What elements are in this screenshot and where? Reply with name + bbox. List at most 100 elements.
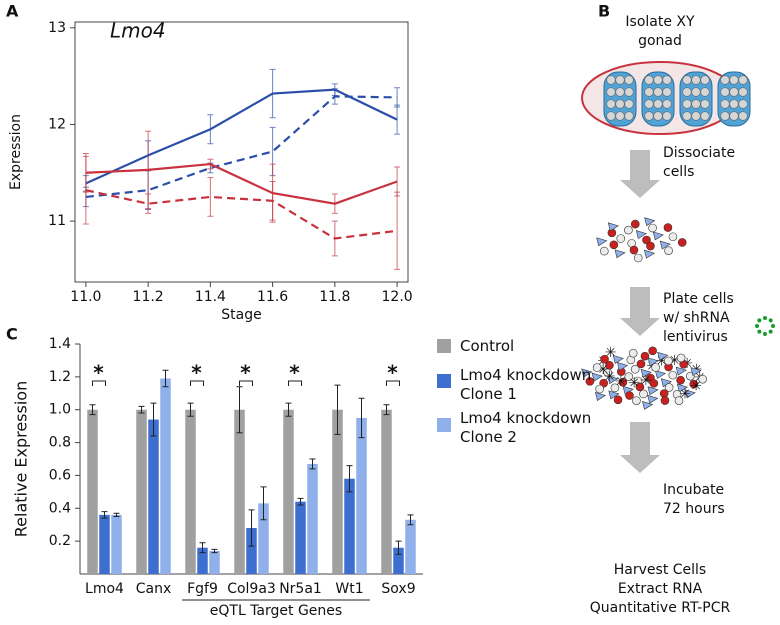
legend-label: Lmo4 knockdown Clone 2 bbox=[460, 409, 592, 446]
germ-cell bbox=[682, 111, 692, 121]
germ-cell bbox=[615, 87, 625, 97]
germ-cell bbox=[738, 87, 748, 97]
cell bbox=[632, 396, 641, 405]
cell bbox=[663, 223, 673, 232]
germ-cell bbox=[700, 75, 710, 85]
cell bbox=[635, 230, 647, 240]
legend-swatch bbox=[437, 374, 451, 388]
cell bbox=[608, 390, 620, 400]
legend-label: Control bbox=[460, 337, 515, 355]
virus: ✳ bbox=[679, 387, 691, 403]
germ-cell bbox=[615, 99, 625, 109]
cell bbox=[607, 375, 619, 385]
bar bbox=[136, 409, 147, 574]
error-bar bbox=[162, 369, 169, 388]
cell bbox=[643, 249, 656, 259]
cell bbox=[664, 383, 674, 392]
germ-cell bbox=[720, 87, 730, 97]
cell bbox=[674, 396, 684, 405]
cell bbox=[594, 392, 607, 401]
virus: ✳ bbox=[604, 369, 616, 385]
bar bbox=[246, 528, 257, 574]
panel-label: C bbox=[6, 325, 18, 344]
step-label: 72 hours bbox=[663, 501, 725, 517]
error-bar bbox=[145, 193, 152, 214]
step-label: Incubate bbox=[663, 482, 724, 498]
y-tick-label: 0.4 bbox=[49, 500, 71, 516]
bar bbox=[160, 378, 171, 574]
error-bar bbox=[260, 486, 267, 521]
cell bbox=[652, 231, 664, 241]
germ-cell bbox=[691, 75, 701, 85]
germ-cell bbox=[653, 75, 663, 85]
virus: ✳ bbox=[605, 345, 617, 361]
germ-cell bbox=[691, 99, 701, 109]
germ-cell bbox=[662, 99, 672, 109]
cell bbox=[649, 379, 659, 388]
germ-cell bbox=[644, 111, 654, 121]
cell bbox=[676, 375, 685, 385]
plot-frame bbox=[74, 21, 409, 283]
y-tick-label: 13 bbox=[48, 20, 66, 36]
germ-cell bbox=[644, 87, 654, 97]
annotation: Lmo4 bbox=[110, 19, 166, 43]
germ-cell bbox=[624, 111, 634, 121]
germ-cell bbox=[738, 111, 748, 121]
step-label: Dissociate bbox=[663, 145, 735, 161]
virus bbox=[757, 329, 762, 334]
bar bbox=[148, 419, 159, 574]
error-bar bbox=[309, 458, 316, 470]
legend-swatch bbox=[437, 418, 451, 432]
cell bbox=[676, 353, 686, 363]
bar bbox=[87, 409, 98, 574]
x-tick-label: Nr5a1 bbox=[279, 581, 322, 597]
germ-cell bbox=[738, 75, 748, 85]
x-tick-label: Sox9 bbox=[381, 581, 415, 597]
cell bbox=[616, 234, 626, 243]
y-axis-label: Relative Expression bbox=[12, 381, 31, 537]
germ-cell bbox=[729, 99, 739, 109]
significance-bracket bbox=[386, 380, 400, 386]
germ-cell bbox=[691, 111, 701, 121]
error-bar bbox=[199, 542, 206, 554]
series-line bbox=[85, 189, 398, 240]
significance-star: * bbox=[387, 361, 398, 385]
virus bbox=[768, 329, 773, 334]
cell bbox=[664, 246, 673, 255]
step-label: lentivirus bbox=[663, 329, 728, 345]
error-bar bbox=[383, 404, 390, 416]
error-bar bbox=[334, 384, 341, 435]
germ-cell bbox=[624, 75, 634, 85]
cell bbox=[642, 235, 651, 245]
significance-bracket bbox=[288, 380, 302, 386]
cell bbox=[647, 394, 659, 404]
significance-star: * bbox=[240, 361, 251, 385]
x-tick-label: Col9a3 bbox=[227, 581, 276, 597]
germ-cell bbox=[624, 99, 634, 109]
virus bbox=[771, 324, 775, 328]
series-line bbox=[85, 88, 398, 185]
cell bbox=[624, 225, 633, 235]
germ-cell bbox=[606, 111, 616, 121]
germ-cell bbox=[653, 111, 663, 121]
arrow bbox=[620, 150, 660, 198]
bar bbox=[405, 519, 416, 574]
cell bbox=[628, 348, 638, 358]
x-tick-label: 11.0 bbox=[70, 289, 101, 305]
y-tick-label: 12 bbox=[48, 116, 66, 132]
error-bar bbox=[346, 465, 353, 493]
step-label: Extract RNA bbox=[618, 581, 703, 597]
cell bbox=[617, 362, 629, 371]
cell bbox=[640, 351, 650, 361]
cell bbox=[614, 249, 626, 259]
panel-label: A bbox=[6, 2, 19, 21]
error-bar bbox=[89, 404, 96, 416]
germ-cell bbox=[729, 87, 739, 97]
x-tick-label: 11.2 bbox=[133, 289, 164, 305]
cell bbox=[677, 238, 687, 247]
cell bbox=[600, 246, 609, 256]
cell bbox=[668, 232, 678, 242]
error-bar bbox=[395, 540, 402, 555]
bar bbox=[332, 409, 343, 574]
germ-cell bbox=[700, 99, 710, 109]
